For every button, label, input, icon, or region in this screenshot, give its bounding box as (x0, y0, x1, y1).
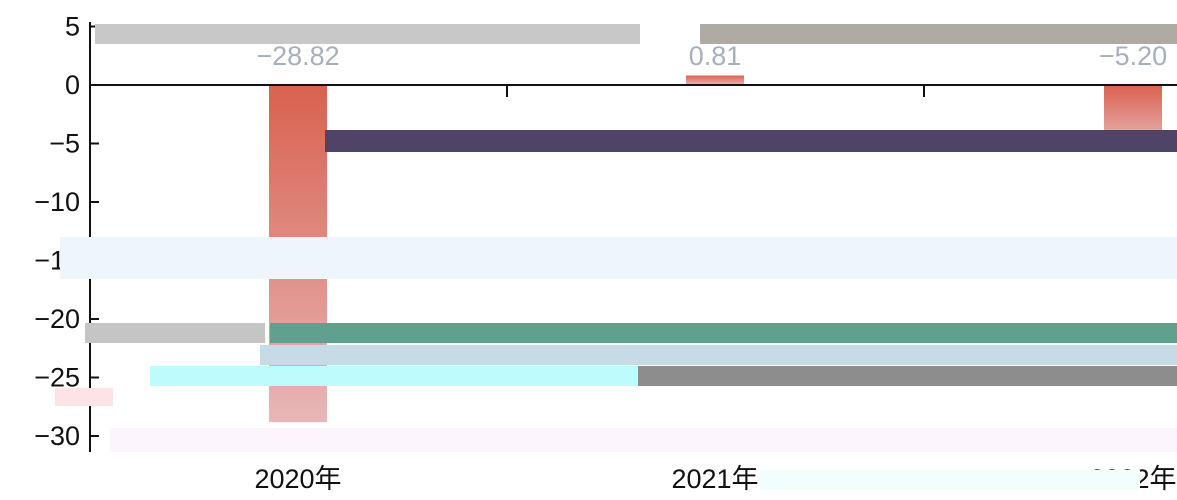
artifact-band-dark-grey (638, 366, 1177, 386)
data-label-2022年: −5.20 (1099, 41, 1167, 71)
y-tick-label: −20 (34, 304, 80, 334)
y-tick-label: −10 (34, 187, 80, 217)
y-tick-label: 5 (65, 12, 80, 42)
artifact-band-top-left (95, 24, 640, 44)
artifact-band-pink (55, 388, 113, 406)
y-tick-label: −25 (34, 363, 80, 393)
y-axis: 50−5−10−15−20−25−30 (34, 12, 99, 452)
artifact-band-steel (260, 345, 1177, 365)
artifact-band-lavender (110, 428, 1177, 452)
artifact-band-top-right (700, 24, 1177, 44)
data-labels: −28.82 0.81 −5.20 (256, 41, 1167, 71)
artifact-band-green (270, 323, 1177, 343)
bar-2021年 (686, 75, 744, 85)
x-tick-label: 2020年 (254, 464, 341, 494)
y-tick-label: 0 (65, 70, 80, 100)
artifact-band-cyan (150, 366, 640, 386)
artifact-band-grey (85, 323, 265, 343)
artifact-band-dark (325, 130, 1177, 152)
data-label-2021年: 0.81 (689, 41, 742, 71)
artifact-band-light-blue (60, 237, 1177, 279)
y-tick-label: −30 (34, 421, 80, 451)
data-label-2020年: −28.82 (256, 41, 339, 71)
y-tick-label: −5 (49, 129, 80, 159)
x-tick-label: 2021年 (671, 464, 758, 494)
artifact-band-bottom-mint (760, 470, 1140, 490)
